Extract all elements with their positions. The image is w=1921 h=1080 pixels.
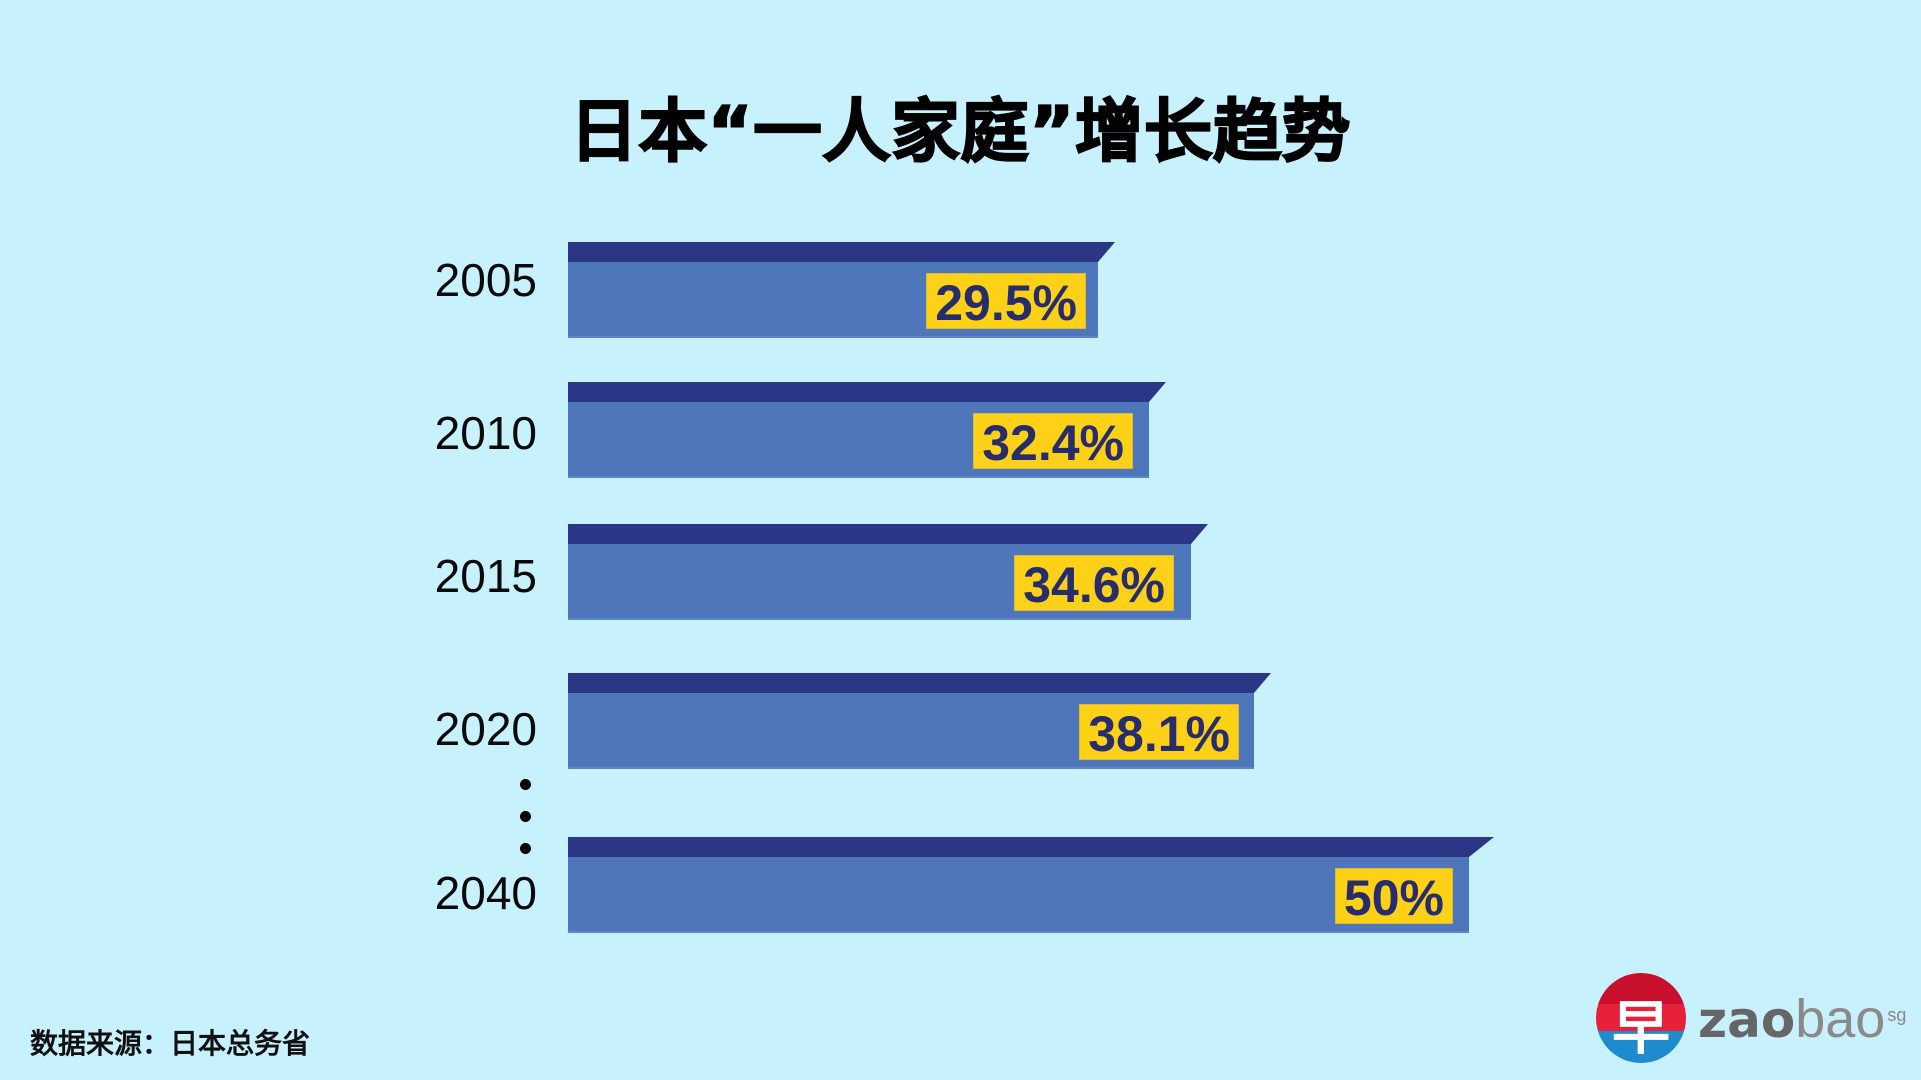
zaobao-wordmark: zaobao sg <box>1698 991 1906 1048</box>
bar-2015: 34.6% <box>568 524 1208 620</box>
bar-2010: 32.4% <box>568 382 1166 478</box>
wordmark-light: bao <box>1795 989 1886 1049</box>
bar-top-face <box>568 524 1191 544</box>
bar-top-face <box>568 673 1254 693</box>
year-label-2040: 2040 <box>434 867 537 919</box>
value-label-2010: 32.4% <box>973 413 1133 471</box>
year-label-2010: 2010 <box>434 407 537 459</box>
bar-top-tip <box>1469 837 1494 857</box>
value-label-2040: 50% <box>1334 868 1453 926</box>
chart-title: 日本“一人家庭”增长趋势 <box>569 92 1352 173</box>
ellipsis-dot <box>520 779 531 790</box>
wordmark-suffix: sg <box>1887 1005 1907 1025</box>
value-label-2005: 29.5% <box>926 273 1086 331</box>
wordmark-bold: zao <box>1698 991 1796 1049</box>
year-label-2020: 2020 <box>434 703 537 755</box>
bar-top-face <box>568 382 1149 402</box>
bar-top-face <box>568 242 1098 262</box>
data-source-note: 数据来源：日本总务省 <box>30 1027 311 1060</box>
bar-top-tip <box>1191 524 1208 544</box>
year-label-2015: 2015 <box>434 550 537 602</box>
bar-top-tip <box>1149 382 1166 402</box>
bar-top-tip <box>1254 673 1271 693</box>
ellipsis-dot <box>520 843 531 854</box>
bar-2040: 50% <box>568 837 1494 933</box>
ellipsis-dot <box>520 811 531 822</box>
value-label-2015: 34.6% <box>1014 555 1174 613</box>
year-label-2005: 2005 <box>434 254 537 306</box>
zaobao-logo-icon: 早 <box>1596 973 1686 1063</box>
bar-2005: 29.5% <box>568 242 1115 338</box>
bar-body <box>568 857 1469 933</box>
bar-top-face <box>568 837 1469 857</box>
value-label-2020: 38.1% <box>1079 704 1239 762</box>
bar-top-tip <box>1098 242 1115 262</box>
bar-2020: 38.1% <box>568 673 1274 769</box>
logo-glyph: 早 <box>1611 994 1670 1062</box>
